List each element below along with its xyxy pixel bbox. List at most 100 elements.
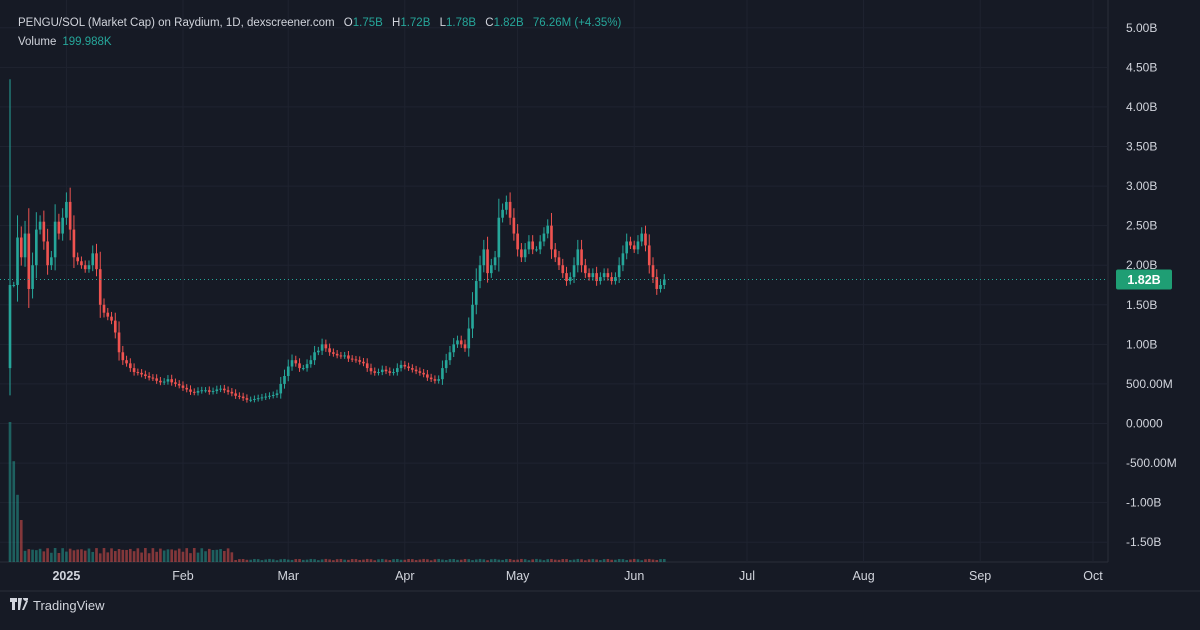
volume-bar [516,559,519,562]
candle-body [264,396,268,398]
candle-body [433,379,437,381]
candle-body [260,397,264,399]
volume-bar [444,559,448,562]
chart-legend: PENGU/SOL (Market Cap) on Raydium, 1D, d… [18,17,621,29]
candle-body [448,352,452,361]
volume-bar [309,558,313,562]
volume-bar [174,550,177,562]
candle-body [117,332,121,353]
volume-bar [456,559,459,562]
candle-body [557,257,561,266]
volume-bar [19,520,23,562]
volume-bar [110,548,113,562]
candle-body [418,371,422,373]
open-label: O [343,17,353,29]
candle-body [320,344,324,351]
candle-body [268,395,271,397]
price-axis[interactable]: 5.00B 4.50B 4.00B 3.50B 3.00B 2.50B 2.00B 1.50B… [1126,21,1177,549]
volume-bar [561,559,565,562]
tradingview-branding[interactable]: TradingView [10,595,105,613]
volume-bar [553,559,557,562]
candle-body [113,320,117,333]
candle-body [474,281,478,305]
candle-body [294,360,298,364]
volume-bar [65,551,68,562]
candle-body [230,391,234,394]
volume-bar [226,548,230,562]
candle-body [362,361,365,364]
candle-body [309,360,313,365]
volume-bar [260,560,264,562]
x-tick-label: Apr [395,569,414,583]
candle-body [610,277,613,282]
volume-bar [305,559,309,562]
volume-bar [493,558,497,562]
candle-body [520,249,523,258]
volume-bar [35,550,38,562]
candle-body [65,201,68,218]
open-value: 1.75B [352,17,383,29]
volume-bar [407,558,410,562]
candle-body [617,265,621,278]
volume-bar [587,559,591,562]
candle-body [207,390,211,392]
y-tick-label: -1.00B [1126,496,1161,510]
candle-body [189,389,192,392]
candle-body [72,229,76,258]
candle-body [580,249,583,266]
candle-body [358,360,362,362]
candle-body [535,249,538,251]
candle-body [478,265,482,282]
candle-body [87,265,91,270]
candle-body [662,279,666,285]
candle-body [392,372,395,374]
volume-bar [565,559,568,562]
volume-bar [8,422,12,562]
candle-body [31,265,34,289]
candle-body [437,379,440,381]
volume-bar [489,559,493,562]
volume-bar [253,558,256,562]
y-tick-label: -1.50B [1126,535,1161,549]
candle-body [561,265,565,274]
candle-body [80,261,83,266]
volume-bar [426,559,429,562]
candle-body [632,245,636,250]
candle-body [339,355,343,357]
high-value: 1.72B [400,17,431,29]
candle-body [347,355,350,359]
brand-name: TradingView [33,598,105,613]
close-label: C [485,17,494,29]
volume-bar [591,558,595,562]
candle-body [621,253,625,266]
low-label: L [439,17,446,29]
candle-body [471,304,474,329]
volume-bar [531,559,534,562]
candle-body [196,391,200,393]
volume-bar [159,548,162,562]
candle-body [335,353,339,356]
volume-bar [610,559,613,562]
volume-bar [584,560,587,562]
volume-bar [121,549,125,562]
candle-body [373,371,377,373]
volume-bar [113,551,117,562]
volume-bar [636,559,640,562]
volume-bar [572,559,576,562]
volume-bar [166,549,170,562]
volume-bar [290,559,294,562]
x-tick-label: 2025 [52,569,80,583]
candle-body [313,352,316,361]
volume-legend: Volume 199.988K [18,36,112,48]
volume-bar [362,559,365,562]
volume-bar [27,549,31,562]
volume-bar [433,559,437,562]
candle-body [12,285,16,286]
volume-bar [350,559,354,562]
volume-bar [471,560,474,562]
candle-body [659,285,662,289]
time-axis[interactable]: 2025 Feb Mar Apr May Jun Jul Aug Sep Oct [52,569,1103,583]
candle-body [83,265,87,270]
